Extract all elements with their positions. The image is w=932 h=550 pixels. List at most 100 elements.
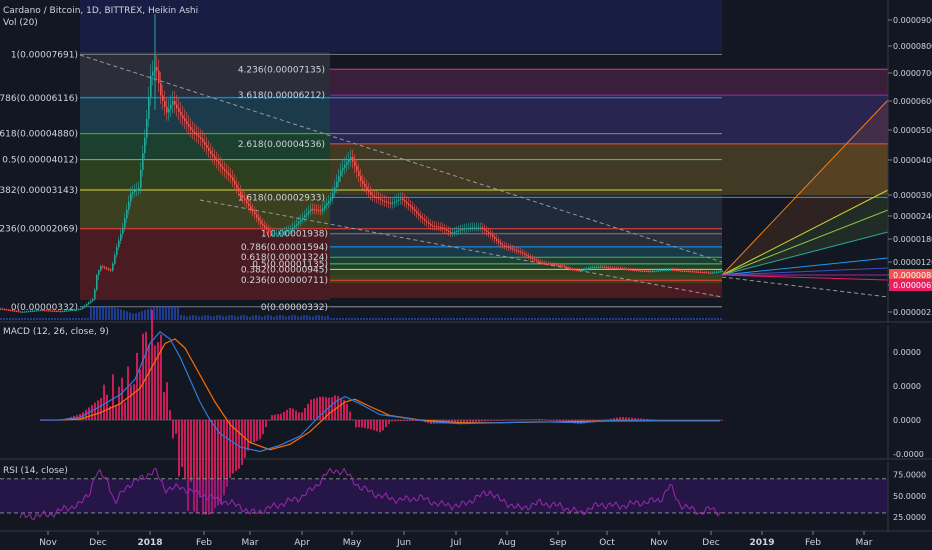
macd-histogram-bar [193,420,195,512]
candle-body [30,311,32,313]
macd-histogram-bar [721,420,723,421]
candle-body [550,263,552,265]
candle-body [376,197,378,199]
candle-body [228,173,230,176]
volume-bar [231,315,233,320]
volume-bar [621,318,623,320]
candle-body [658,270,660,272]
candle-body [46,310,48,312]
candle-body [28,311,30,313]
candle-body [192,130,194,132]
candle-body [370,192,372,195]
candle-body [272,233,274,235]
candle-body [484,229,486,231]
candle-body [166,106,168,113]
macd-histogram-bar [133,384,135,420]
candle-body [596,266,598,268]
candle-body [186,121,188,125]
candle-body [454,231,456,233]
macd-histogram-bar [268,420,270,421]
macd-histogram-bar [160,334,162,420]
macd-histogram-bar [388,420,390,424]
candle-body [292,227,294,230]
candle-body [320,210,322,212]
candle-body [604,266,606,268]
candle-body [710,272,712,274]
fib-zone-3 [80,132,330,160]
volume-bar [222,316,224,320]
macd-histogram-bar [376,420,378,432]
candle-body [644,270,646,272]
candle-body [562,265,564,267]
candle-body [134,190,136,192]
rsi-pane[interactable]: 75.0000 50.0000 25.0000 [0,462,926,531]
candle-body [162,95,164,101]
candle-body [592,267,594,269]
candle-body [196,133,198,136]
candle-body [36,310,38,312]
volume-bar [663,318,665,320]
candle-body [152,71,154,76]
candle-body [680,270,682,272]
volume-bar [378,318,380,320]
candle-body [688,271,690,273]
macd-histogram-bar [532,419,534,420]
volume-bar [75,318,77,320]
volume-bar [630,318,632,320]
candle-body [366,186,368,190]
macd-histogram-bar [97,400,99,420]
volume-bar [492,318,494,320]
volume-bar [669,318,671,320]
volume-bar [615,318,617,320]
volume-bar [453,318,455,320]
price-tick-label: 0.00006000 [893,97,932,106]
macd-pane[interactable]: 0.0000 0.0000 0.0000 -0.0000 [40,309,924,515]
macd-histogram-bar [622,417,624,420]
macd-histogram-bar [541,419,543,420]
volume-bar [147,309,149,320]
macd-histogram-bar [379,420,381,433]
price-tick-label: 0.00005000 [893,126,932,135]
volume-bar [576,318,578,320]
macd-histogram-bar [310,399,312,420]
volume-bar [348,318,350,320]
volume-bar [384,318,386,320]
macd-histogram-bar [118,386,120,420]
candle-body [72,309,74,311]
last-price-label: 0.00000675 [893,281,932,290]
candle-body [430,224,432,226]
volume-bar [387,318,389,320]
candle-body [296,223,298,226]
candle-body [110,269,112,271]
candle-body [548,263,550,265]
candle-body [500,242,502,245]
volume-bar [351,318,353,320]
volume-bar [579,318,581,320]
candle-body [472,227,474,229]
candle-body [694,271,696,273]
x-tick-label: Nov [39,538,57,548]
macd-histogram-bar [274,414,276,420]
candle-body [470,227,472,229]
candle-body [372,195,374,197]
candle-body [438,226,440,228]
candle-body [554,264,556,266]
volume-bar [117,308,119,320]
candle-body [326,203,328,206]
candle-body [602,266,604,268]
volume-bar [264,315,266,320]
volume-bar [666,318,668,320]
volume-bar [690,318,692,320]
volume-bar [657,318,659,320]
macd-histogram-bar [637,418,639,420]
macd-histogram-bar [148,344,150,420]
main-pane[interactable]: 1(0.00007691) 0.786(0.00006116) 0.618(0.00… [0,0,932,532]
candle-body [68,310,70,312]
candle-body [622,268,624,270]
candle-body [514,249,516,251]
candle-body [160,83,162,96]
volume-bar [582,318,584,320]
volume-bar [558,318,560,320]
ext-zone-4 [330,195,722,232]
